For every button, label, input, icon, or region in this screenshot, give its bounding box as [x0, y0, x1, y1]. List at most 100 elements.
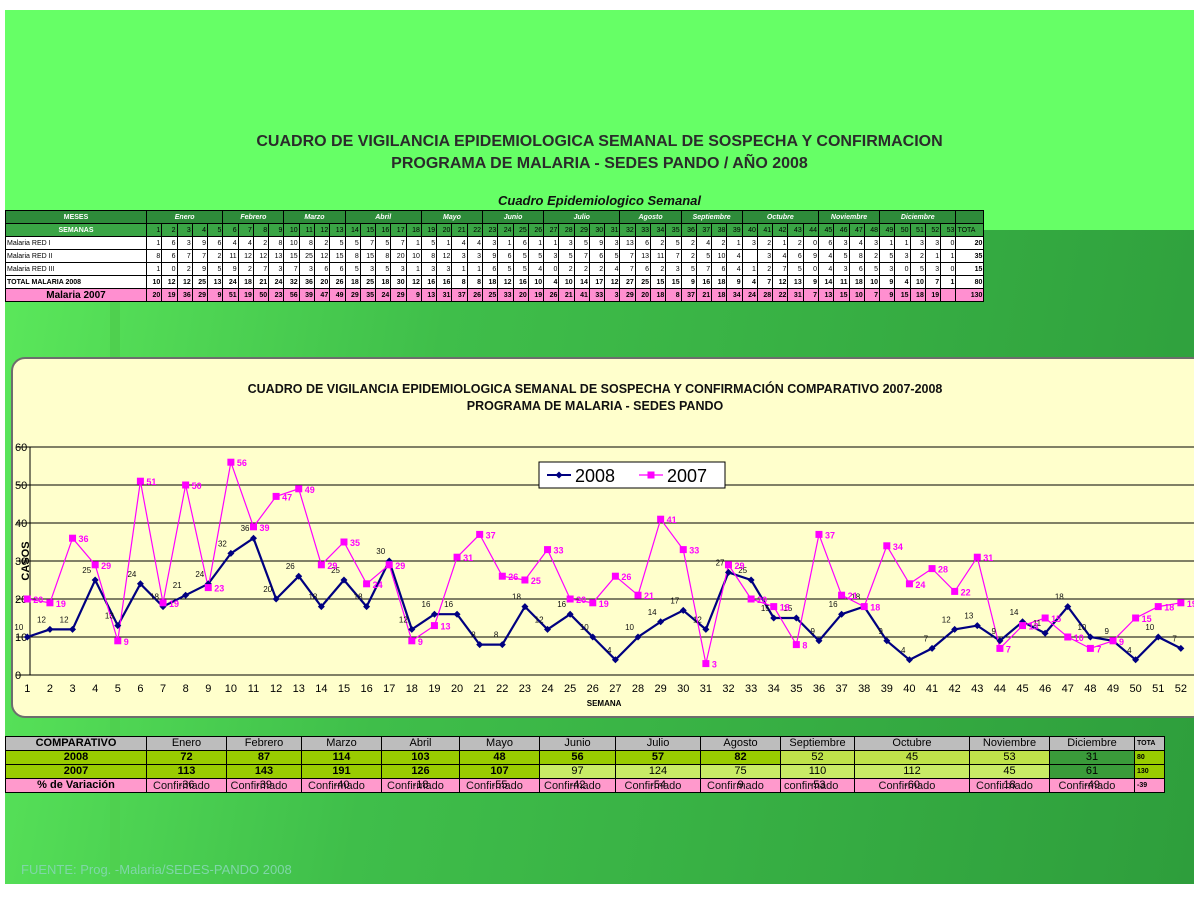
data-label-2008: 10 — [625, 623, 634, 632]
x-tick-label: 41 — [926, 683, 938, 695]
series-2008-marker — [91, 576, 99, 584]
table-cell: 8 — [268, 236, 285, 250]
week-number: 21 — [451, 223, 468, 237]
table-cell: 4 — [604, 262, 621, 276]
week-number: 32 — [619, 223, 636, 237]
data-label-2008: 25 — [331, 566, 340, 575]
series-2007-marker — [46, 599, 54, 607]
table-cell: 5 — [604, 249, 621, 263]
data-label-2008: 8 — [494, 631, 499, 640]
table-cell: 8 — [298, 236, 315, 250]
row-label: Malaria RED I — [5, 236, 147, 250]
week-number: 10 — [283, 223, 300, 237]
confirmation-label: Confirmado — [544, 780, 601, 792]
data-label-2007: 56 — [237, 458, 247, 468]
comparison-cell: -40 — [301, 778, 382, 793]
table-cell: 1 — [527, 236, 545, 250]
series-2007-marker — [770, 603, 778, 611]
table-cell: 20 — [512, 288, 529, 302]
y-tick-label: 50 — [15, 480, 27, 492]
data-label-2008: 32 — [218, 539, 227, 548]
table-cell: 14 — [817, 275, 835, 289]
x-tick-label: 12 — [270, 683, 282, 695]
x-tick-label: 49 — [1107, 683, 1119, 695]
comparison-cell: 124 — [615, 764, 701, 779]
table-cell: 1 — [924, 249, 942, 263]
table-cell: 13 — [619, 236, 636, 250]
week-number: 39 — [726, 223, 743, 237]
x-tick-label: 36 — [813, 683, 825, 695]
data-label-2008: 30 — [376, 547, 385, 556]
week-number: 43 — [787, 223, 804, 237]
table-cell: 4 — [451, 236, 468, 250]
data-label-2007: 20 — [576, 595, 586, 605]
table-cell: 4 — [726, 262, 743, 276]
table-cell: 32 — [283, 275, 300, 289]
x-tick-label: 16 — [360, 683, 372, 695]
comparison-cell: 31 — [1049, 750, 1135, 765]
comparison-table: COMPARATIVO Enero Febrero Marzo Abril Mayo Jun… — [5, 736, 1165, 793]
table-cell: 9 — [222, 262, 239, 276]
data-label-2007: 8 — [802, 641, 807, 651]
data-label-2007: 26 — [508, 572, 518, 582]
table-cell: 3 — [390, 262, 407, 276]
table-cell: 12 — [237, 249, 254, 263]
data-label-2007: 19 — [599, 599, 609, 609]
month-header: Abril — [344, 210, 422, 224]
legend-label-2008: 2008 — [575, 466, 615, 486]
data-label-2008: 15 — [783, 604, 792, 613]
week-number: 46 — [833, 223, 850, 237]
week-number: 24 — [497, 223, 514, 237]
table-cell: 5 — [665, 236, 682, 250]
data-label-2008: 10 — [1077, 623, 1086, 632]
comparison-cell: -49 — [1049, 778, 1135, 793]
week-number: 53 — [940, 223, 957, 237]
table-cell: 3 — [924, 262, 942, 276]
table-cell: 1 — [145, 262, 163, 276]
month-header: Mayo — [420, 210, 484, 224]
week-number: 17 — [390, 223, 407, 237]
month-header: Agosto — [619, 210, 682, 224]
table-cell: 10 — [558, 275, 575, 289]
week-number: 42 — [772, 223, 789, 237]
week-number: 12 — [313, 223, 331, 237]
series-2007-marker — [747, 595, 755, 603]
confirmation-label: confirmado — [784, 780, 839, 792]
series-line-2007 — [27, 459, 1181, 664]
table-cell: 7 — [390, 236, 407, 250]
x-tick-label: 26 — [587, 683, 599, 695]
table-cell: 3 — [665, 262, 682, 276]
series-2008-marker — [770, 614, 778, 622]
table-cell: 16 — [436, 275, 453, 289]
comparison-cell: 52 — [780, 750, 855, 765]
table-cell: 7 — [802, 288, 819, 302]
table-cell: 1 — [772, 236, 789, 250]
week-number: 2 — [161, 223, 178, 237]
table-cell: 3 — [879, 262, 896, 276]
series-2008-marker — [1154, 633, 1162, 641]
series-2008-marker — [883, 637, 891, 645]
table-cell: 26 — [466, 288, 484, 302]
series-2007-marker — [408, 637, 416, 645]
table-cell: 9 — [802, 275, 819, 289]
table-cell: 5 — [680, 262, 697, 276]
data-label-2008: 18 — [150, 593, 159, 602]
months-total-cell — [955, 210, 985, 224]
data-label-2008: 9 — [1105, 627, 1110, 636]
comparison-cell: 82 — [700, 750, 781, 765]
table-cell: 4 — [894, 275, 911, 289]
data-label-2008: 9 — [811, 627, 816, 636]
table-cell: 7 — [191, 249, 209, 263]
week-number: 37 — [695, 223, 713, 237]
x-tick-label: 31 — [700, 683, 712, 695]
y-tick-label: 30 — [15, 556, 27, 568]
week-number: 41 — [756, 223, 774, 237]
comparison-month: Julio — [615, 736, 701, 751]
series-2007-marker — [973, 553, 981, 561]
table-cell: 25 — [634, 275, 652, 289]
table-cell: 6 — [787, 249, 804, 263]
table-cell: 7 — [619, 249, 636, 263]
data-label-2008: 7 — [924, 634, 929, 643]
table-cell: 13 — [787, 275, 804, 289]
x-tick-label: 21 — [474, 683, 486, 695]
